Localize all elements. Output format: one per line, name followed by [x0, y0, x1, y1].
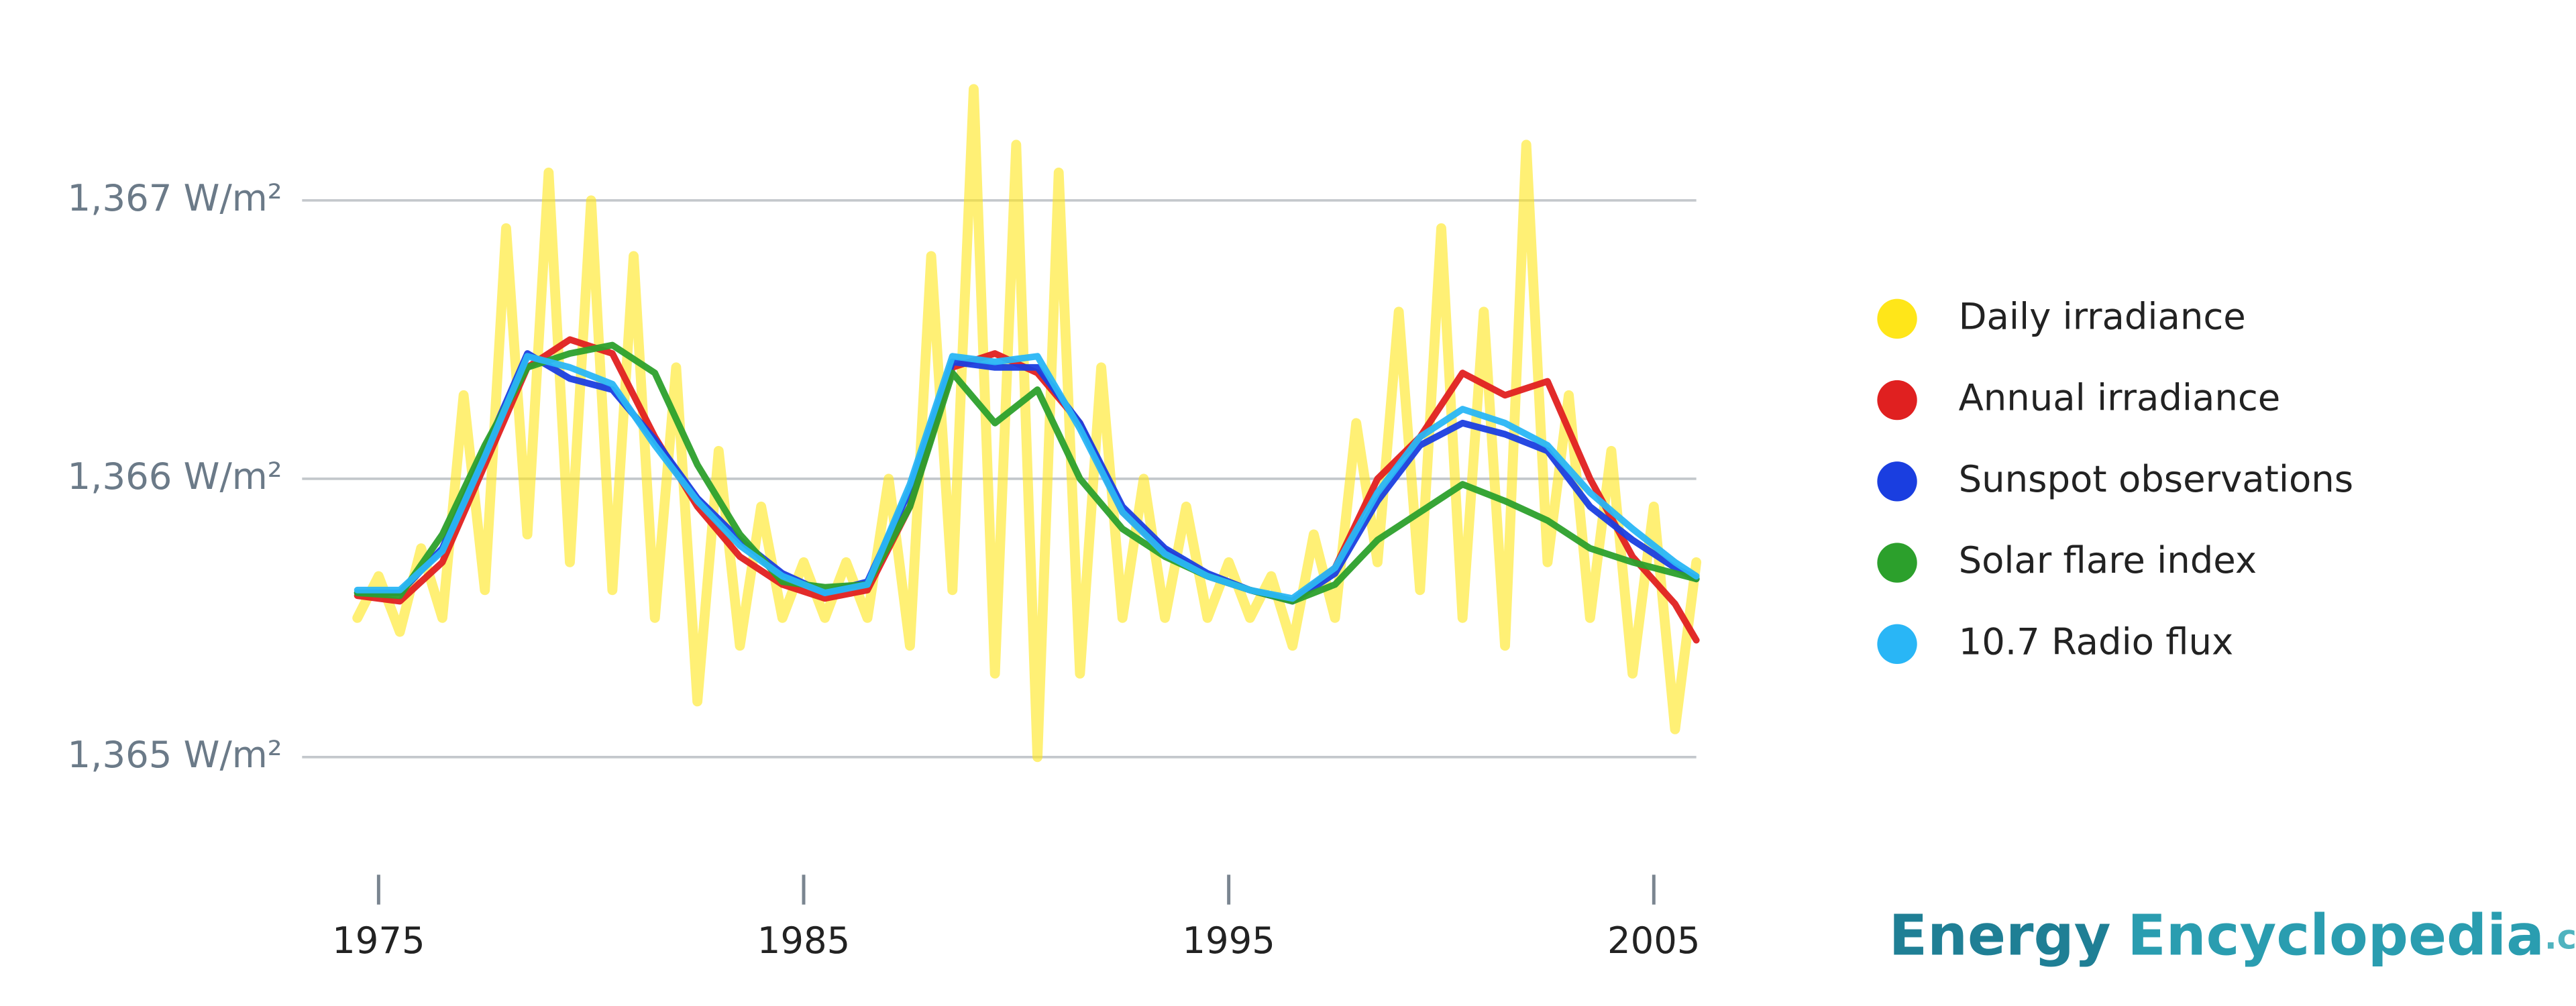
- series-line: [354, 341, 1700, 605]
- legend-swatch: [1877, 543, 1917, 583]
- y-tick-label: 1,366 W/m²: [68, 455, 282, 498]
- x-tick-label: 1975: [332, 919, 425, 962]
- brand-second: Encyclopedia: [2127, 903, 2544, 968]
- legend-label: Daily irradiance: [1959, 294, 2246, 337]
- y-tick-label: 1,367 W/m²: [68, 176, 282, 219]
- legend-label: Sunspot observations: [1959, 457, 2354, 500]
- series-line: [354, 336, 1700, 644]
- series-line: [354, 353, 1700, 602]
- legend-label: Solar flare index: [1959, 539, 2257, 581]
- legend-swatch: [1877, 624, 1917, 664]
- legend-swatch: [1877, 298, 1917, 339]
- series-line: [354, 350, 1700, 605]
- brand-first: Energy: [1889, 903, 2111, 968]
- legend-label: 10.7 Radio flux: [1959, 620, 2234, 663]
- legend: Daily irradiance Annual irradiance Sunspot…: [1877, 294, 2353, 664]
- x-tick-label: 1995: [1182, 919, 1275, 962]
- x-tick-label: 1985: [757, 919, 851, 962]
- legend-swatch: [1877, 461, 1917, 502]
- plot-lines: [352, 84, 1702, 763]
- legend-swatch: [1877, 380, 1917, 421]
- x-tick-label: 2005: [1607, 919, 1701, 962]
- legend-label: Annual irradiance: [1959, 376, 2281, 419]
- axes: 1,365 W/m² 1,366 W/m² 1,367 W/m² 1975 1985 19…: [68, 176, 1701, 962]
- brand-suffix: .com: [2544, 917, 2576, 956]
- y-tick-label: 1,365 W/m²: [68, 733, 282, 776]
